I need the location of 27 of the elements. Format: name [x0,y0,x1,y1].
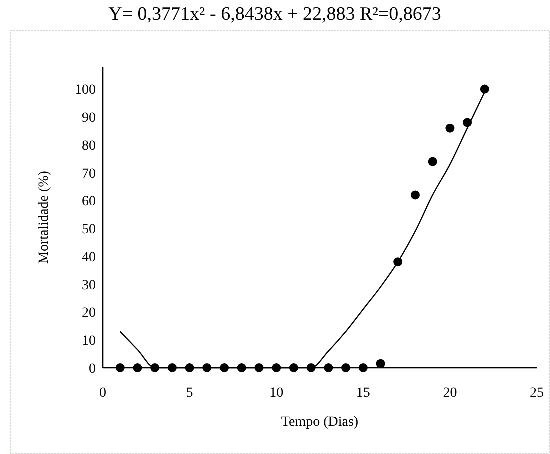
x-axis-title: Tempo (Dias) [281,415,359,430]
y-tick-label: 10 [82,334,96,350]
point [446,124,455,133]
y-tick-label: 30 [82,278,96,294]
point [428,157,438,166]
point [394,258,403,267]
y-tick-label: 60 [82,194,96,210]
y-tick-label: 100 [75,83,96,98]
x-tick-label: 10 [270,386,284,401]
y-tick-label: 70 [82,166,96,182]
y-tick-label: 80 [82,138,96,154]
chart-title: Y= 0,3771x² - 6,8438x + 22,883 R²=0,8673 [108,4,442,25]
y-tick-label: 20 [82,306,96,322]
x-tick-label: 0 [100,386,106,401]
y-tick-label: 90 [82,111,96,126]
x-tick-label: 20 [443,386,458,401]
point [376,359,386,368]
point [463,118,472,128]
y-tick-label: 50 [82,222,96,238]
y-axis-title: Mortalidade (%) [37,170,52,264]
point [480,84,490,94]
y-tick-label: 0 [89,362,96,377]
x-tick-label: 25 [530,386,544,401]
point [410,190,420,200]
y-tick-label: 40 [82,250,96,266]
x-tick-label: 15 [356,386,370,401]
x-tick-label: 5 [186,386,194,401]
